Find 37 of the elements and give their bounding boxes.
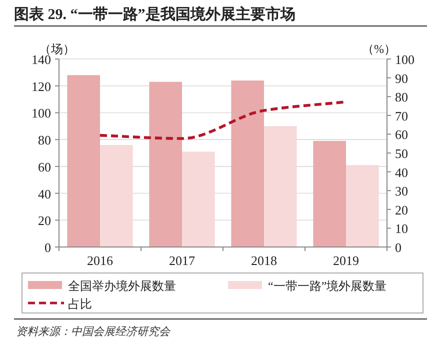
bar	[346, 165, 379, 247]
y2-tick-label: 30	[395, 184, 408, 199]
y2-tick-label: 10	[395, 221, 408, 236]
legend-label: 全国举办境外展数量	[68, 279, 176, 293]
y2-tick-label: 40	[395, 164, 408, 180]
y-tick-label: 0	[44, 240, 51, 255]
bar	[231, 80, 264, 247]
y-axis-title: （场）	[39, 42, 75, 56]
y-tick-label: 20	[38, 213, 51, 228]
bar	[182, 152, 215, 247]
y-tick-label: 120	[32, 78, 51, 94]
y-tick-label: 80	[38, 132, 51, 148]
bar	[149, 82, 182, 247]
y2-tick-label: 60	[395, 127, 408, 142]
x-tick-label: 2019	[333, 253, 359, 268]
bar	[313, 140, 346, 247]
text: 资料来源：中国会展经济研究会	[16, 325, 171, 338]
y-tick-label: 40	[38, 186, 51, 202]
x-tick-label: 2018	[251, 253, 277, 268]
y2-tick-label: 50	[395, 146, 408, 161]
bar	[67, 75, 100, 247]
y2-tick-label: 0	[395, 240, 402, 255]
x-tick-label: 2017	[169, 253, 196, 268]
legend-label: “一带一路”境外展数量	[268, 279, 387, 293]
y-tick-label: 100	[32, 106, 51, 121]
y-tick-label: 60	[38, 159, 51, 174]
bar	[100, 144, 133, 247]
legend-label: 占比	[68, 297, 92, 311]
y2-axis-title: （%）	[362, 42, 396, 56]
bar	[264, 126, 297, 247]
chart-title: 图表 29. “一带一路”是我国境外展主要市场	[14, 5, 296, 23]
y2-tick-label: 100	[395, 52, 414, 67]
y2-tick-label: 20	[395, 202, 408, 218]
y2-tick-label: 90	[395, 70, 408, 86]
y2-tick-label: 80	[395, 90, 408, 105]
x-tick-label: 2016	[87, 253, 114, 268]
y2-tick-label: 70	[395, 108, 408, 124]
